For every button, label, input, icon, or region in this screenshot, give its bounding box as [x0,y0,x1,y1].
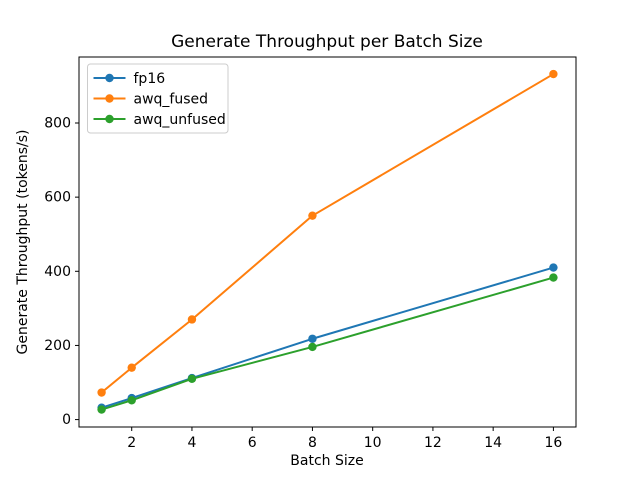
axes: 2 4 6 8 10 12 14 16 0 200 400 600 800 [44,56,577,451]
legend-marker [105,114,114,124]
x-tick-label: 2 [127,435,136,451]
data-point-awq_fused [549,69,558,79]
legend-label: awq_fused [134,91,209,107]
data-point-awq_fused [187,315,197,324]
data-point-awq_fused [127,363,136,372]
legend-box [87,63,229,134]
legend-marker [105,94,114,103]
x-axis-label: Batch Size [290,453,363,469]
data-point-awq_unfused [308,342,317,352]
x-tick-label: 6 [248,435,257,451]
series-line-awq_unfused [101,276,554,411]
plot-border [78,56,577,428]
y-tick-label: 600 [44,190,71,206]
x-tick-label: 10 [364,435,382,451]
y-tick-label: 200 [44,338,71,354]
chart-title: Generate Throughput per Batch Size [171,32,483,52]
data-point-awq_fused [308,211,317,220]
x-tick-label: 12 [424,435,442,451]
legend-label: fp16 [134,71,166,87]
y-tick-label: 400 [44,264,71,280]
data-point-awq_unfused [127,396,136,405]
data-point-fp16 [549,263,558,272]
legend-item: awq_fused [93,91,209,107]
legend-item: awq_unfused [93,112,226,128]
plot-area [97,69,558,414]
x-tick-label: 8 [308,435,317,451]
x-tick-label: 4 [187,435,196,451]
x-tick-label: 14 [484,435,502,451]
data-point-awq_unfused [549,273,558,282]
data-point-awq_unfused [97,405,106,414]
data-point-fp16 [308,334,317,343]
legend-label: awq_unfused [134,112,226,128]
x-tick-label: 16 [544,435,562,451]
y-tick-label: 800 [44,115,71,131]
data-point-awq_fused [97,388,106,397]
legend-item: fp16 [93,71,166,87]
y-tick-label: 0 [62,412,71,428]
data-point-awq_unfused [187,374,197,384]
legend: fp16 awq_fused awq_unfused [87,63,229,134]
y-axis-label: Generate Throughput (tokens/s) [15,130,31,355]
legend-marker [105,73,114,83]
